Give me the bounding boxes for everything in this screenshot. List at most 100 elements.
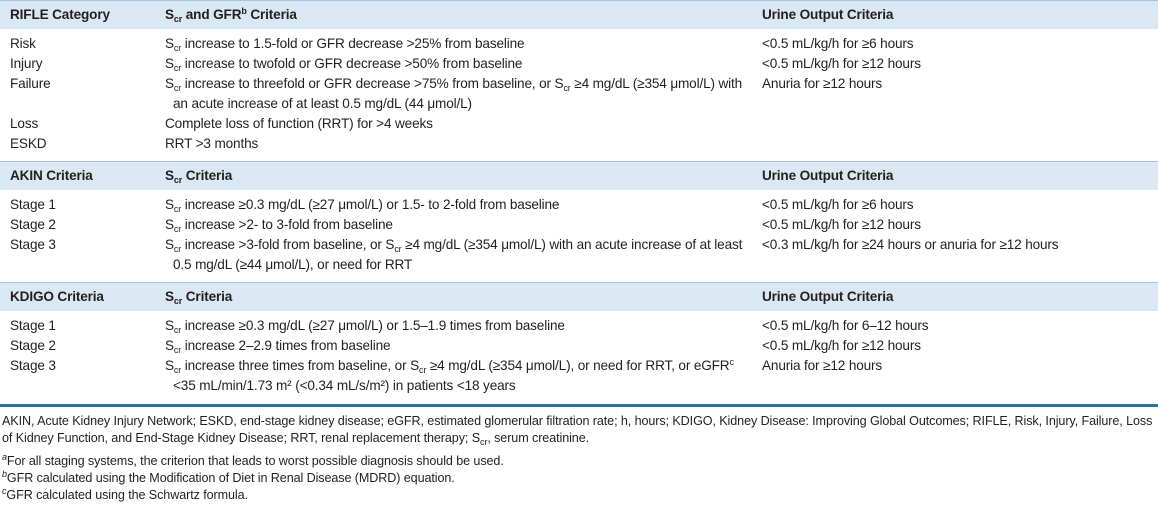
text-run: Criteria xyxy=(246,7,297,22)
header-cell: Scr Criteria xyxy=(155,161,752,190)
footnote: AKIN, Acute Kidney Injury Network; ESKD,… xyxy=(2,413,1158,447)
text-run: ≥4 mg/dL (≥354 μmol/L) with an acute inc… xyxy=(173,76,743,111)
text-run: increase >3-fold from baseline, or S xyxy=(181,237,395,252)
subscript: cr xyxy=(480,437,488,447)
table-row: Stage 1 Scr increase ≥0.3 mg/dL (≥27 μmol… xyxy=(0,311,1158,336)
table-cell: <0.5 mL/kg/h for ≥12 hours xyxy=(762,338,921,353)
table-row: Stage 3 Scr increase three times from bas… xyxy=(0,356,1158,403)
table-cell: Stage 1 xyxy=(10,318,56,333)
text-run: S xyxy=(165,217,174,232)
table-cell: Scr increase to threefold or GFR decreas… xyxy=(155,74,752,114)
subscript: cr xyxy=(173,43,182,53)
table-row: ESKD RRT >3 months xyxy=(0,134,1158,162)
table-cell xyxy=(752,114,1158,134)
table-cell: Scr increase 2–2.9 times from baseline xyxy=(155,336,752,356)
text-run: <35 mL/min/1.73 m² (<0.34 mL/s/m²) in pa… xyxy=(173,378,516,393)
footnotes: AKIN, Acute Kidney Injury Network; ESKD,… xyxy=(0,407,1158,504)
text-run: increase to threefold or GFR decrease >7… xyxy=(181,76,564,91)
subscript: cr xyxy=(173,365,182,375)
text-run: S xyxy=(165,358,174,373)
header-cell: KDIGO Criteria xyxy=(0,282,155,311)
subscript: cr xyxy=(173,175,183,185)
text-run: , serum creatinine. xyxy=(487,431,590,445)
section-header: RIFLE Category Scr and GFRb Criteria Urine… xyxy=(0,0,1158,29)
table-cell: Scr increase ≥0.3 mg/dL (≥27 μmol/L) or … xyxy=(155,311,752,336)
text-run: S xyxy=(165,338,174,353)
superscript: c xyxy=(2,486,7,496)
table-row: Loss Complete loss of function (RRT) for … xyxy=(0,114,1158,134)
table-cell: Anuria for ≥12 hours xyxy=(762,76,883,91)
subscript: cr xyxy=(173,325,182,335)
subscript: cr xyxy=(173,63,182,73)
subscript: cr xyxy=(173,204,182,214)
table-cell: Failure xyxy=(10,76,51,91)
text-run: increase ≥0.3 mg/dL (≥27 μmol/L) or 1.5-… xyxy=(181,197,560,212)
table-cell: <0.5 mL/kg/h for ≥6 hours xyxy=(762,36,914,51)
table-cell: Complete loss of function (RRT) for >4 w… xyxy=(165,116,433,131)
text-run: Criteria xyxy=(182,168,233,183)
subscript: cr xyxy=(173,224,182,234)
table-cell: Stage 3 xyxy=(10,237,56,252)
text-run: increase three times from baseline, or S xyxy=(181,358,420,373)
subscript: cr xyxy=(173,83,182,93)
footnote: cGFR calculated using the Schwartz formu… xyxy=(2,487,1158,504)
text-run: increase >2- to 3-fold from baseline xyxy=(181,217,393,232)
table-cell: Scr increase >3-fold from baseline, or S… xyxy=(155,235,752,283)
text-run: S xyxy=(165,36,174,51)
footnote: bGFR calculated using the Modification o… xyxy=(2,470,1158,487)
text-run: GFR calculated using the Modification of… xyxy=(6,471,455,485)
text-run: GFR calculated using the Schwartz formul… xyxy=(6,488,248,502)
text-run: S xyxy=(165,237,174,252)
table-cell: RRT >3 months xyxy=(165,136,259,151)
header-cell: Scr and GFRb Criteria xyxy=(155,0,752,29)
text-run: S xyxy=(165,7,174,22)
text-run: ≥4 mg/dL (≥354 μmol/L), or need for RRT,… xyxy=(426,358,730,373)
subscript: cr xyxy=(563,83,571,93)
table-cell: <0.5 mL/kg/h for ≥6 hours xyxy=(762,197,914,212)
text-run: S xyxy=(165,197,174,212)
section-header: KDIGO Criteria Scr Criteria Urine Output C… xyxy=(0,282,1158,311)
table-cell: Stage 2 xyxy=(10,217,56,232)
subscript: cr xyxy=(173,345,182,355)
superscript: b xyxy=(2,469,7,479)
header-cell: RIFLE Category xyxy=(0,0,155,29)
table-row: Risk Scr increase to 1.5-fold or GFR decr… xyxy=(0,29,1158,54)
table-cell: Scr increase >2- to 3-fold from baseline xyxy=(155,215,752,235)
table-row: Failure Scr increase to threefold or GFR … xyxy=(0,74,1158,114)
table-row: Injury Scr increase to twofold or GFR dec… xyxy=(0,54,1158,74)
text-run: S xyxy=(165,168,174,183)
table-row: Stage 2 Scr increase >2- to 3-fold from b… xyxy=(0,215,1158,235)
text-run: S xyxy=(165,76,174,91)
table-cell: Injury xyxy=(10,56,43,71)
text-run: and GFR xyxy=(182,7,242,22)
table-cell: <0.3 mL/kg/h for ≥24 hours or anuria for… xyxy=(762,237,1059,252)
table-cell: Stage 1 xyxy=(10,197,56,212)
table-cell xyxy=(752,134,1158,162)
text-run: ≥4 mg/dL (≥354 μmol/L) with an acute inc… xyxy=(173,237,743,272)
subscript: cr xyxy=(173,14,183,24)
footnote: aFor all staging systems, the criterion … xyxy=(2,453,1158,470)
criteria-table: RIFLE Category Scr and GFRb Criteria Urine… xyxy=(0,0,1158,403)
table-row: Stage 3 Scr increase >3-fold from baselin… xyxy=(0,235,1158,283)
text-run: For all staging systems, the criterion t… xyxy=(6,454,504,468)
table-cell: <0.5 mL/kg/h for ≥12 hours xyxy=(762,217,921,232)
header-cell: Urine Output Criteria xyxy=(752,161,1158,190)
table-cell: Scr increase to 1.5-fold or GFR decrease… xyxy=(155,29,752,54)
text-run: increase ≥0.3 mg/dL (≥27 μmol/L) or 1.5–… xyxy=(181,318,565,333)
table-cell: ESKD xyxy=(10,136,47,151)
text-run: S xyxy=(165,289,174,304)
table-cell: Scr increase to twofold or GFR decrease … xyxy=(155,54,752,74)
text-run: increase 2–2.9 times from baseline xyxy=(181,338,391,353)
text-run: S xyxy=(165,318,174,333)
text-run: AKIN, Acute Kidney Injury Network; ESKD,… xyxy=(2,414,1153,445)
table-row: Stage 1 Scr increase ≥0.3 mg/dL (≥27 μmol… xyxy=(0,190,1158,215)
superscript: b xyxy=(241,6,247,16)
header-cell: Scr Criteria xyxy=(155,282,752,311)
header-cell: AKIN Criteria xyxy=(0,161,155,190)
table-cell: Loss xyxy=(10,116,39,131)
table-cell: Anuria for ≥12 hours xyxy=(762,358,883,373)
section-header: AKIN Criteria Scr Criteria Urine Output Cr… xyxy=(0,161,1158,190)
superscript: c xyxy=(729,357,734,367)
text-run: S xyxy=(165,56,174,71)
